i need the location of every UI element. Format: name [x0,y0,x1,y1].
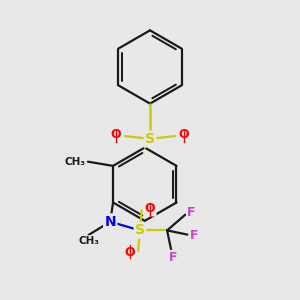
Text: O: O [145,202,155,215]
Text: O: O [124,245,135,259]
Text: CH₃: CH₃ [64,157,85,167]
Text: O: O [110,128,121,141]
Text: F: F [187,206,196,220]
Text: N: N [104,215,116,229]
Text: S: S [145,132,155,146]
Text: CH₃: CH₃ [78,236,99,246]
Text: O: O [179,128,190,141]
Text: F: F [168,251,177,264]
Text: S: S [135,224,145,237]
Text: F: F [190,229,199,242]
